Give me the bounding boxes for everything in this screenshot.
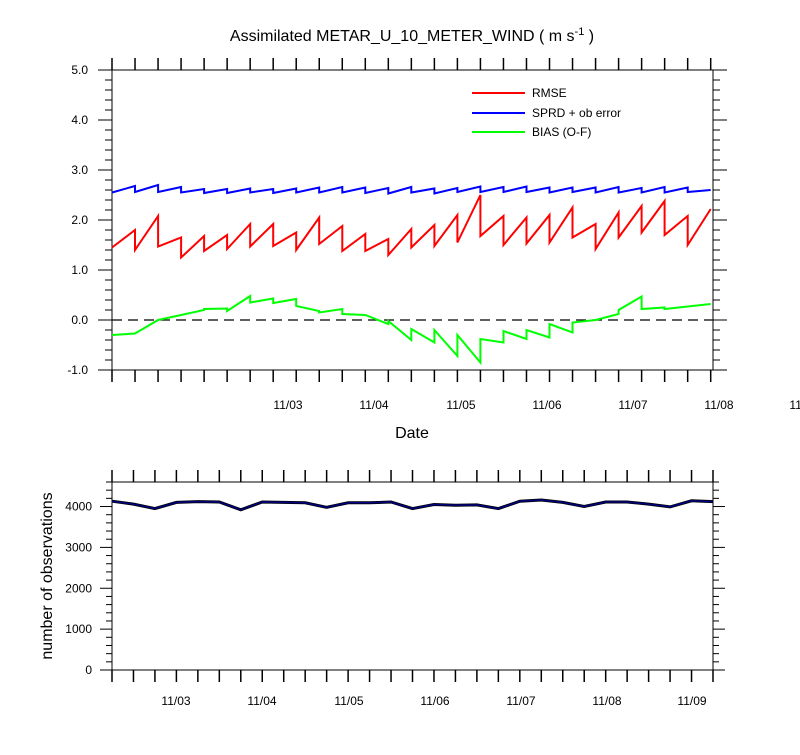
x-tick-label: 11/03 [161,694,190,708]
plot-frame [111,481,714,671]
y-tick-label: -1.0 [67,363,88,377]
y-tick-label: 0.0 [71,313,88,327]
y-tick-label: 5.0 [71,63,88,77]
y-tick-label: 1.0 [71,263,88,277]
x-tick-label: 11/06 [420,694,449,708]
x-tick-label: 11/08 [704,398,733,412]
y-tick-label: 4.0 [71,113,88,127]
y-tick-label: 3.0 [71,163,88,177]
y-tick-label: 0 [85,663,92,677]
chart-title-unit-exponent: -1 [575,26,585,38]
x-tick-label: 11/04 [247,694,276,708]
x-tick-label: 11/06 [532,398,561,412]
chart-title-end: ) [584,28,594,45]
x-tick-label: 11/07 [506,694,535,708]
x-tick-label: 11/03 [273,398,302,412]
bottom-panel: 11/03 11/04 11/05 11/06 11/07 11/08 11/09 0 1000… [39,470,725,708]
x-axis-title: Date [395,425,429,442]
x-tick-label: 11/05 [334,694,363,708]
top-panel: Assimilated METAR_U_10_METER_WIND ( m s-… [67,26,800,442]
x-tick-label: 11/09 [677,694,706,708]
y-tick-label: 2000 [65,581,92,595]
y-tick-label: 1000 [65,622,92,636]
plot-frame [111,69,714,371]
x-tick-label: 11/08 [592,694,621,708]
legend-label: BIAS (O-F) [532,125,591,139]
legend-label: RMSE [532,86,567,100]
chart-title-main: Assimilated METAR_U_10_METER_WIND ( m s [230,28,575,45]
x-tick-label: 11/09 [789,398,800,412]
legend-label: SPRD + ob error [532,106,621,120]
observation-count-line [111,499,714,511]
series-line-rmse [111,194,712,260]
y-axis-title: number of observations [39,492,56,659]
series-line-bias-o-f [111,294,711,366]
y-tick-label: 4000 [65,500,92,514]
series-line-sprd-ob-error [111,183,711,195]
y-tick-label: 3000 [65,540,92,554]
chart-title: Assimilated METAR_U_10_METER_WIND ( m s-… [230,26,594,45]
y-tick-label: 2.0 [71,213,88,227]
x-tick-label: 11/05 [446,398,475,412]
x-tick-label: 11/07 [618,398,647,412]
x-tick-label: 11/04 [359,398,388,412]
